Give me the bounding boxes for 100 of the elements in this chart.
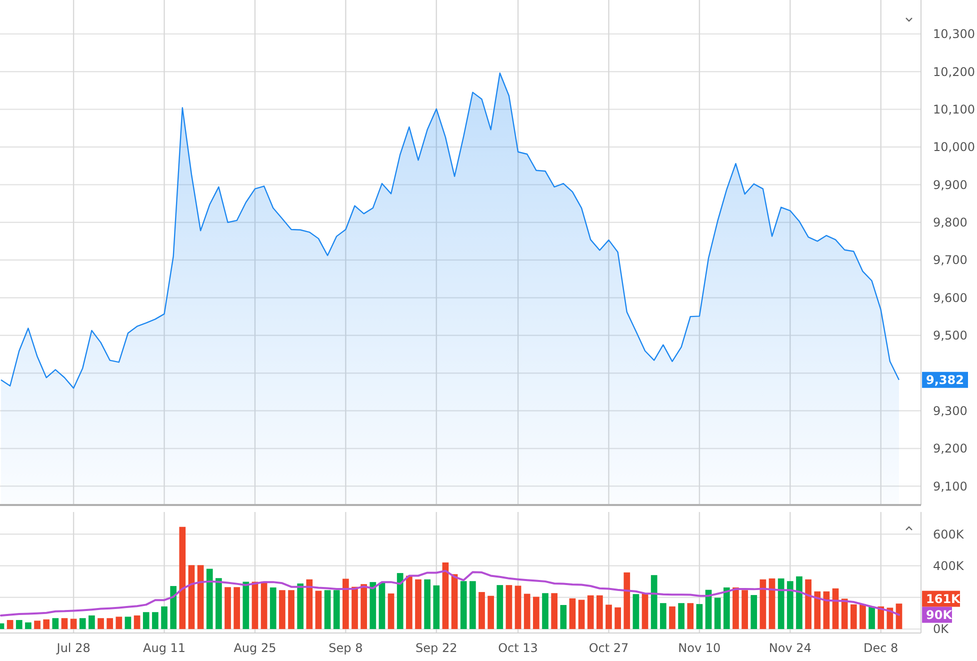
bar xyxy=(723,587,730,630)
bar xyxy=(179,526,186,630)
bar xyxy=(370,582,376,630)
bar xyxy=(786,581,794,630)
bar xyxy=(306,579,313,630)
bar xyxy=(687,603,694,630)
bar xyxy=(524,594,530,630)
y-tick-label: 9,300 xyxy=(933,404,968,418)
bar xyxy=(279,590,286,630)
bar xyxy=(560,605,567,630)
bar xyxy=(142,612,150,630)
y-tick-label: 9,900 xyxy=(933,178,968,192)
bar xyxy=(532,596,540,630)
x-tick-label: Oct 27 xyxy=(588,641,629,655)
bar xyxy=(34,620,40,630)
bar xyxy=(506,585,512,630)
bar xyxy=(805,579,812,630)
bar xyxy=(70,618,77,630)
bar xyxy=(451,574,458,630)
bar xyxy=(587,595,594,630)
bar xyxy=(352,586,358,630)
bar xyxy=(406,576,412,630)
y-tick-label: 9,700 xyxy=(933,253,968,268)
y-tick-label: 9,800 xyxy=(933,216,968,230)
bar xyxy=(514,586,522,630)
bar xyxy=(606,604,612,630)
bar xyxy=(768,578,776,630)
bar xyxy=(878,606,884,630)
bar xyxy=(260,581,268,630)
bar xyxy=(25,622,32,630)
y-tick-label: 10,100 xyxy=(933,102,975,116)
bar xyxy=(669,606,676,630)
bar xyxy=(750,595,758,630)
y-tick-label: 9,500 xyxy=(933,328,968,343)
bar xyxy=(206,568,213,630)
bar xyxy=(43,619,50,630)
bar xyxy=(188,565,195,630)
text: 90K xyxy=(926,608,953,622)
x-tick-label: Oct 13 xyxy=(498,641,538,655)
y-tick-label: 600K xyxy=(933,527,965,542)
bar xyxy=(424,579,430,630)
bar xyxy=(378,582,386,630)
x-tick-label: Nov 10 xyxy=(678,641,721,655)
bar xyxy=(678,603,684,630)
bar xyxy=(216,578,222,630)
y-tick-label: 9,100 xyxy=(933,479,968,494)
bar xyxy=(242,582,250,630)
bar xyxy=(52,618,59,630)
bar xyxy=(98,618,104,630)
bar xyxy=(388,593,394,630)
bar xyxy=(324,590,331,630)
bar xyxy=(642,593,648,630)
bar xyxy=(650,575,658,630)
bar xyxy=(79,618,86,630)
bar xyxy=(124,616,132,630)
bar xyxy=(632,594,640,630)
bar xyxy=(569,598,576,630)
bar xyxy=(742,590,748,630)
bar xyxy=(433,585,440,630)
bar xyxy=(170,586,177,630)
bar xyxy=(442,562,449,630)
bar xyxy=(814,591,821,630)
bar xyxy=(252,582,258,630)
bar xyxy=(360,584,368,630)
bar xyxy=(696,604,703,630)
y-tick-label: 400K xyxy=(933,558,965,573)
y-tick-label: 0K xyxy=(933,622,950,636)
bar xyxy=(614,607,621,630)
bar xyxy=(796,576,802,630)
bar xyxy=(342,578,349,630)
bar xyxy=(234,587,240,630)
bar xyxy=(88,615,95,630)
x-tick-label: Sep 8 xyxy=(328,641,363,655)
bar xyxy=(197,565,204,630)
bar xyxy=(106,618,114,630)
bar xyxy=(551,593,558,630)
bar xyxy=(470,581,476,630)
x-tick-label: Aug 25 xyxy=(234,641,276,655)
bar xyxy=(460,581,467,630)
bar xyxy=(760,579,766,630)
y-tick-label: 9,200 xyxy=(933,442,968,456)
bar xyxy=(152,612,158,630)
bar xyxy=(16,620,22,630)
bar xyxy=(61,618,68,630)
bar xyxy=(732,587,739,630)
bar xyxy=(415,579,422,630)
text: 9,382 xyxy=(926,373,964,388)
bar xyxy=(832,588,839,630)
bar xyxy=(297,583,304,630)
bar xyxy=(860,604,866,630)
bar xyxy=(660,603,666,630)
bar xyxy=(315,590,322,630)
bar xyxy=(778,578,784,630)
bar xyxy=(116,616,122,630)
bar xyxy=(578,600,585,630)
y-tick-label: 10,200 xyxy=(933,64,975,79)
x-tick-label: Sep 22 xyxy=(416,641,458,655)
bar xyxy=(134,615,140,630)
bar xyxy=(496,585,504,630)
bar xyxy=(161,606,168,630)
